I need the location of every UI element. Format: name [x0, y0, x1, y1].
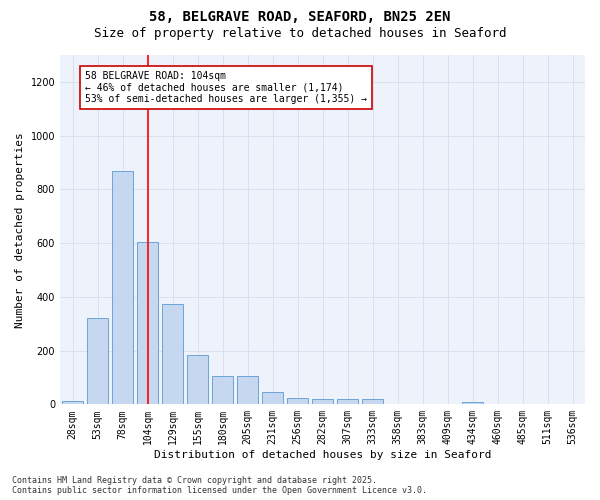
- Bar: [337, 400, 358, 404]
- Bar: [262, 392, 283, 404]
- Bar: [87, 318, 108, 404]
- Bar: [112, 170, 133, 404]
- Y-axis label: Number of detached properties: Number of detached properties: [15, 132, 25, 328]
- Bar: [462, 402, 483, 404]
- Bar: [287, 398, 308, 404]
- Bar: [187, 356, 208, 405]
- Bar: [162, 304, 183, 404]
- Text: 58, BELGRAVE ROAD, SEAFORD, BN25 2EN: 58, BELGRAVE ROAD, SEAFORD, BN25 2EN: [149, 10, 451, 24]
- Text: Size of property relative to detached houses in Seaford: Size of property relative to detached ho…: [94, 28, 506, 40]
- Bar: [137, 242, 158, 404]
- Bar: [62, 401, 83, 404]
- X-axis label: Distribution of detached houses by size in Seaford: Distribution of detached houses by size …: [154, 450, 491, 460]
- Bar: [237, 376, 258, 404]
- Text: Contains HM Land Registry data © Crown copyright and database right 2025.
Contai: Contains HM Land Registry data © Crown c…: [12, 476, 427, 495]
- Bar: [362, 399, 383, 404]
- Text: 58 BELGRAVE ROAD: 104sqm
← 46% of detached houses are smaller (1,174)
53% of sem: 58 BELGRAVE ROAD: 104sqm ← 46% of detach…: [85, 71, 367, 104]
- Bar: [212, 376, 233, 404]
- Bar: [312, 400, 333, 404]
